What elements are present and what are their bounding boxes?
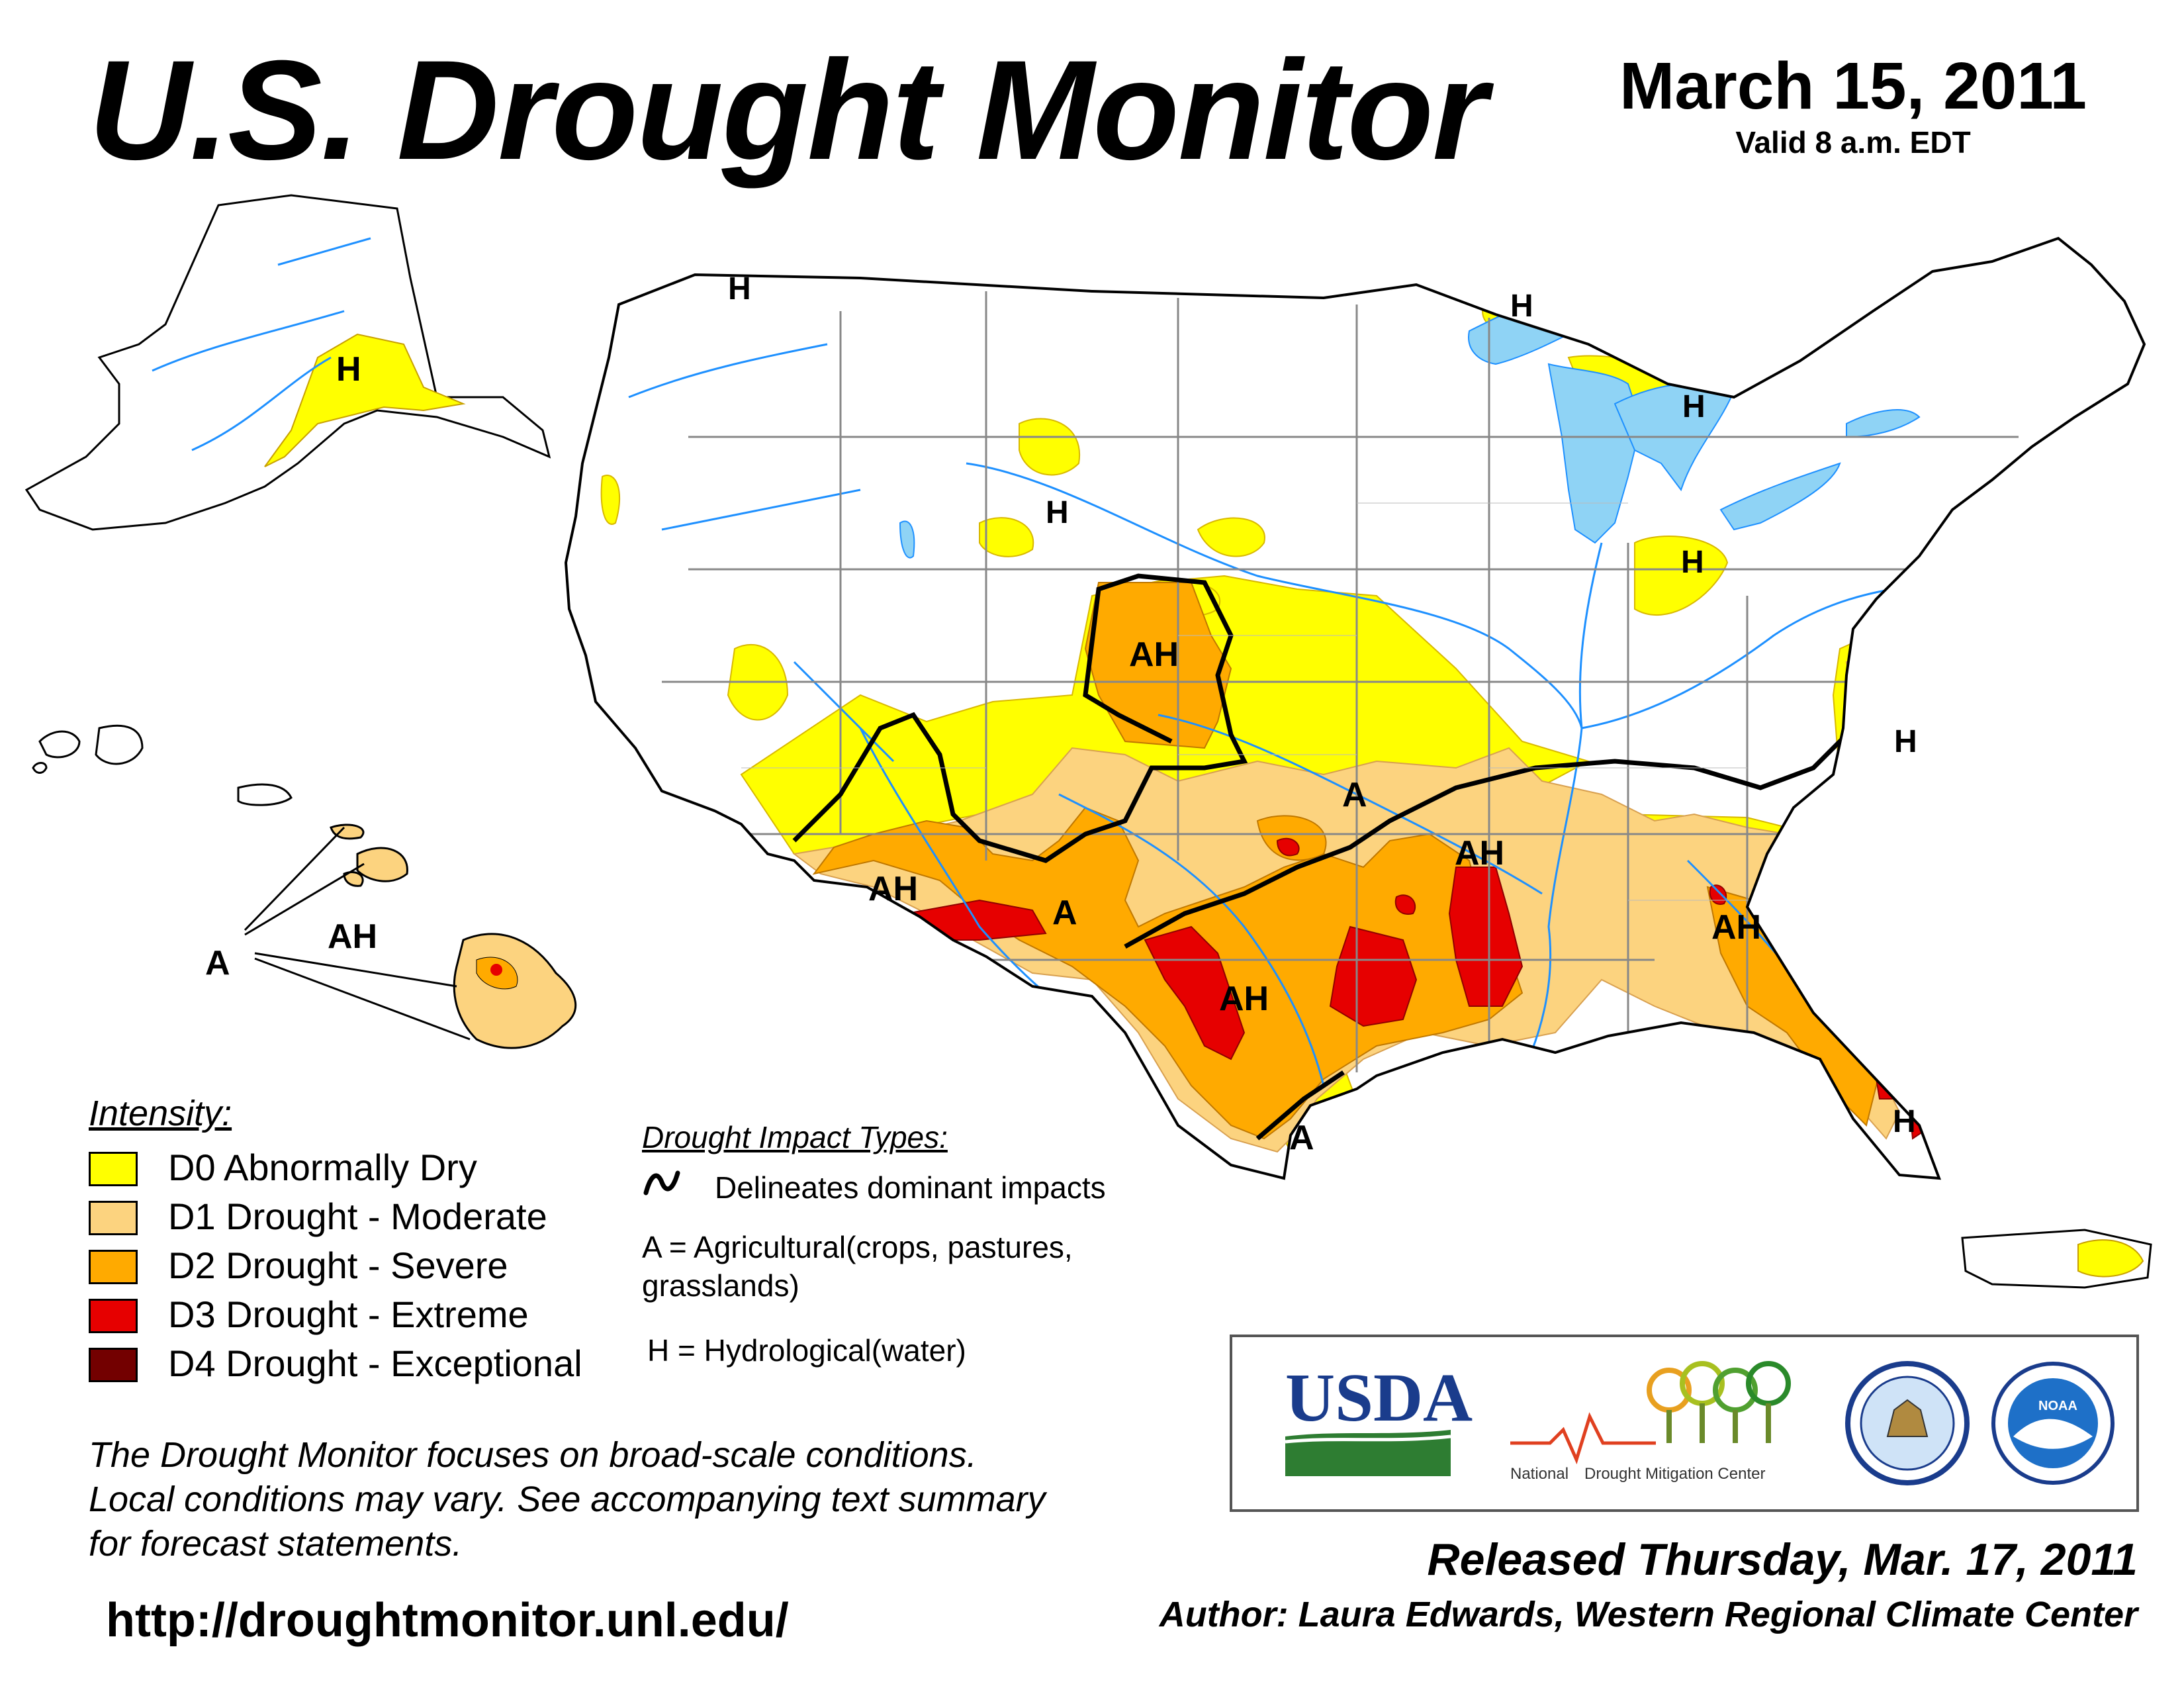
impact-label-co-ah: AH bbox=[1129, 635, 1179, 674]
impact-label-ga-ah: AH bbox=[1711, 908, 1761, 947]
alaska-rivers bbox=[152, 237, 371, 451]
impact-label-mn-h: H bbox=[1510, 289, 1533, 324]
impact-agricultural-line2: grasslands) bbox=[642, 1268, 799, 1303]
disclaimer-line-2: Local conditions may vary. See accompany… bbox=[89, 1479, 1046, 1519]
legend-label-d0: D0 Abnormally Dry bbox=[168, 1147, 477, 1188]
puerto-rico-d0 bbox=[2077, 1239, 2144, 1278]
dept-of-commerce-seal-icon bbox=[1845, 1361, 1970, 1485]
legend-label-d4: D4 Drought - Exceptional bbox=[168, 1342, 582, 1384]
usda-logo-text: USDA bbox=[1285, 1360, 1473, 1436]
legend-swatch-d1 bbox=[89, 1201, 138, 1235]
impact-label-fl-h: H bbox=[1893, 1104, 1916, 1139]
hawaii-oahu bbox=[95, 724, 144, 765]
hawaii-maui-nui bbox=[330, 823, 408, 882]
map-date: March 15, 2011 bbox=[1619, 49, 2087, 123]
disclaimer-line-1: The Drought Monitor focuses on broad-sca… bbox=[89, 1435, 977, 1475]
impact-label-nm-a: A bbox=[1052, 894, 1077, 932]
contiguous-us: H H H H H AH A AH H AH A AH AH A H bbox=[565, 237, 2146, 1180]
impact-label-tx-a: A bbox=[1289, 1119, 1314, 1157]
disclaimer: The Drought Monitor focuses on broad-sca… bbox=[89, 1433, 1046, 1566]
legend-swatch-d2 bbox=[89, 1250, 138, 1284]
impact-label-va-h: H bbox=[1894, 724, 1917, 759]
impact-types-title: Drought Impact Types: bbox=[642, 1120, 948, 1154]
ndmc-logo: National Drought Mitigation Center bbox=[1510, 1361, 1791, 1483]
hawaii-leader-lines bbox=[244, 826, 471, 1041]
noaa-seal-text: NOAA bbox=[2038, 1399, 2077, 1413]
hawaii-d3 bbox=[490, 964, 502, 976]
drought-pulse-icon bbox=[1510, 1412, 1656, 1465]
disclaimer-line-3: for forecast statements. bbox=[89, 1523, 463, 1564]
hawaii-big-island bbox=[453, 933, 577, 1049]
impact-hydrological: H = Hydrological(water) bbox=[647, 1333, 966, 1368]
legend-label-d3: D3 Drought - Extreme bbox=[168, 1293, 529, 1335]
state-borders bbox=[662, 291, 2019, 1072]
legend-label-d2: D2 Drought - Severe bbox=[168, 1244, 508, 1286]
ndmc-logo-text-1: National bbox=[1510, 1465, 1569, 1483]
puerto-rico bbox=[1961, 1229, 2152, 1289]
valid-time: Valid 8 a.m. EDT bbox=[1735, 125, 1971, 160]
impact-label-ks-a: A bbox=[1342, 776, 1367, 814]
ndmc-logo-text-2: Drought Mitigation Center bbox=[1584, 1465, 1765, 1483]
alaska-land bbox=[24, 194, 551, 531]
impact-line-icon bbox=[643, 1170, 680, 1196]
impact-label-ar-ah: AH bbox=[1455, 834, 1504, 872]
author-credit: Author: Laura Edwards, Western Regional … bbox=[1159, 1595, 2138, 1634]
drought-monitor-url[interactable]: http://droughtmonitor.unl.edu/ bbox=[106, 1594, 789, 1647]
hawaii-niihau-kauai bbox=[32, 730, 81, 774]
legend-label-d1: D1 Drought - Moderate bbox=[168, 1196, 547, 1237]
alaska: H bbox=[24, 194, 551, 531]
county-borders bbox=[741, 502, 1853, 901]
impact-label-in-h: H bbox=[1681, 545, 1704, 580]
sponsor-logos: USDA National Drought Mitigation Center bbox=[1230, 1335, 2139, 1512]
tree-icon bbox=[1647, 1361, 1791, 1443]
impact-delineates: Delineates dominant impacts bbox=[715, 1170, 1106, 1205]
impact-label-hi-a: A bbox=[205, 944, 230, 982]
noaa-seal-icon: NOAA bbox=[1991, 1362, 2115, 1485]
impact-label-wy-h: H bbox=[1046, 495, 1069, 530]
usda-logo: USDA bbox=[1285, 1360, 1473, 1476]
release-date: Released Thursday, Mar. 17, 2011 bbox=[1427, 1534, 2138, 1585]
legend-swatch-d0 bbox=[89, 1152, 138, 1186]
logo-strip: USDA National Drought Mitigation Center bbox=[1285, 1360, 2115, 1485]
hawaii: AH A bbox=[32, 724, 577, 1049]
impact-agricultural-line1: A = Agricultural(crops, pastures, bbox=[642, 1230, 1073, 1264]
legend-swatch-d3 bbox=[89, 1299, 138, 1333]
impact-label-az-ah: AH bbox=[868, 870, 918, 908]
impact-label-hi-ah: AH bbox=[328, 917, 377, 956]
hawaii-molokai bbox=[237, 783, 293, 806]
impact-label-wa-h: H bbox=[728, 271, 751, 306]
legend-title: Intensity: bbox=[89, 1094, 232, 1133]
impact-label-tx-ah: AH bbox=[1219, 980, 1269, 1018]
impact-label-ak-h: H bbox=[336, 350, 361, 389]
hawaii-lanai bbox=[343, 871, 364, 887]
impact-label-mi-h: H bbox=[1682, 389, 1706, 424]
legend-swatch-d4 bbox=[89, 1348, 138, 1382]
page-title: U.S. Drought Monitor bbox=[89, 31, 1487, 189]
rivers bbox=[628, 343, 1893, 1086]
